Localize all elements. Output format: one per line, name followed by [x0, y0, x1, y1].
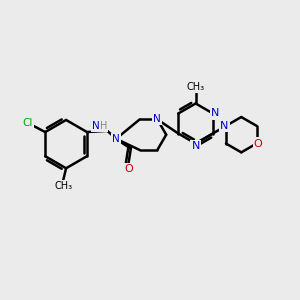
Text: N: N [154, 114, 161, 124]
Text: Cl: Cl [22, 118, 33, 128]
Text: CH₃: CH₃ [54, 181, 72, 191]
Text: N: N [220, 121, 229, 131]
Text: N: N [191, 141, 200, 151]
Text: O: O [124, 164, 133, 174]
Text: N: N [92, 121, 100, 130]
Text: H: H [100, 121, 107, 130]
Text: CH₃: CH₃ [187, 82, 205, 92]
Text: N: N [112, 134, 120, 144]
Text: N: N [211, 109, 220, 118]
Text: O: O [254, 139, 262, 148]
